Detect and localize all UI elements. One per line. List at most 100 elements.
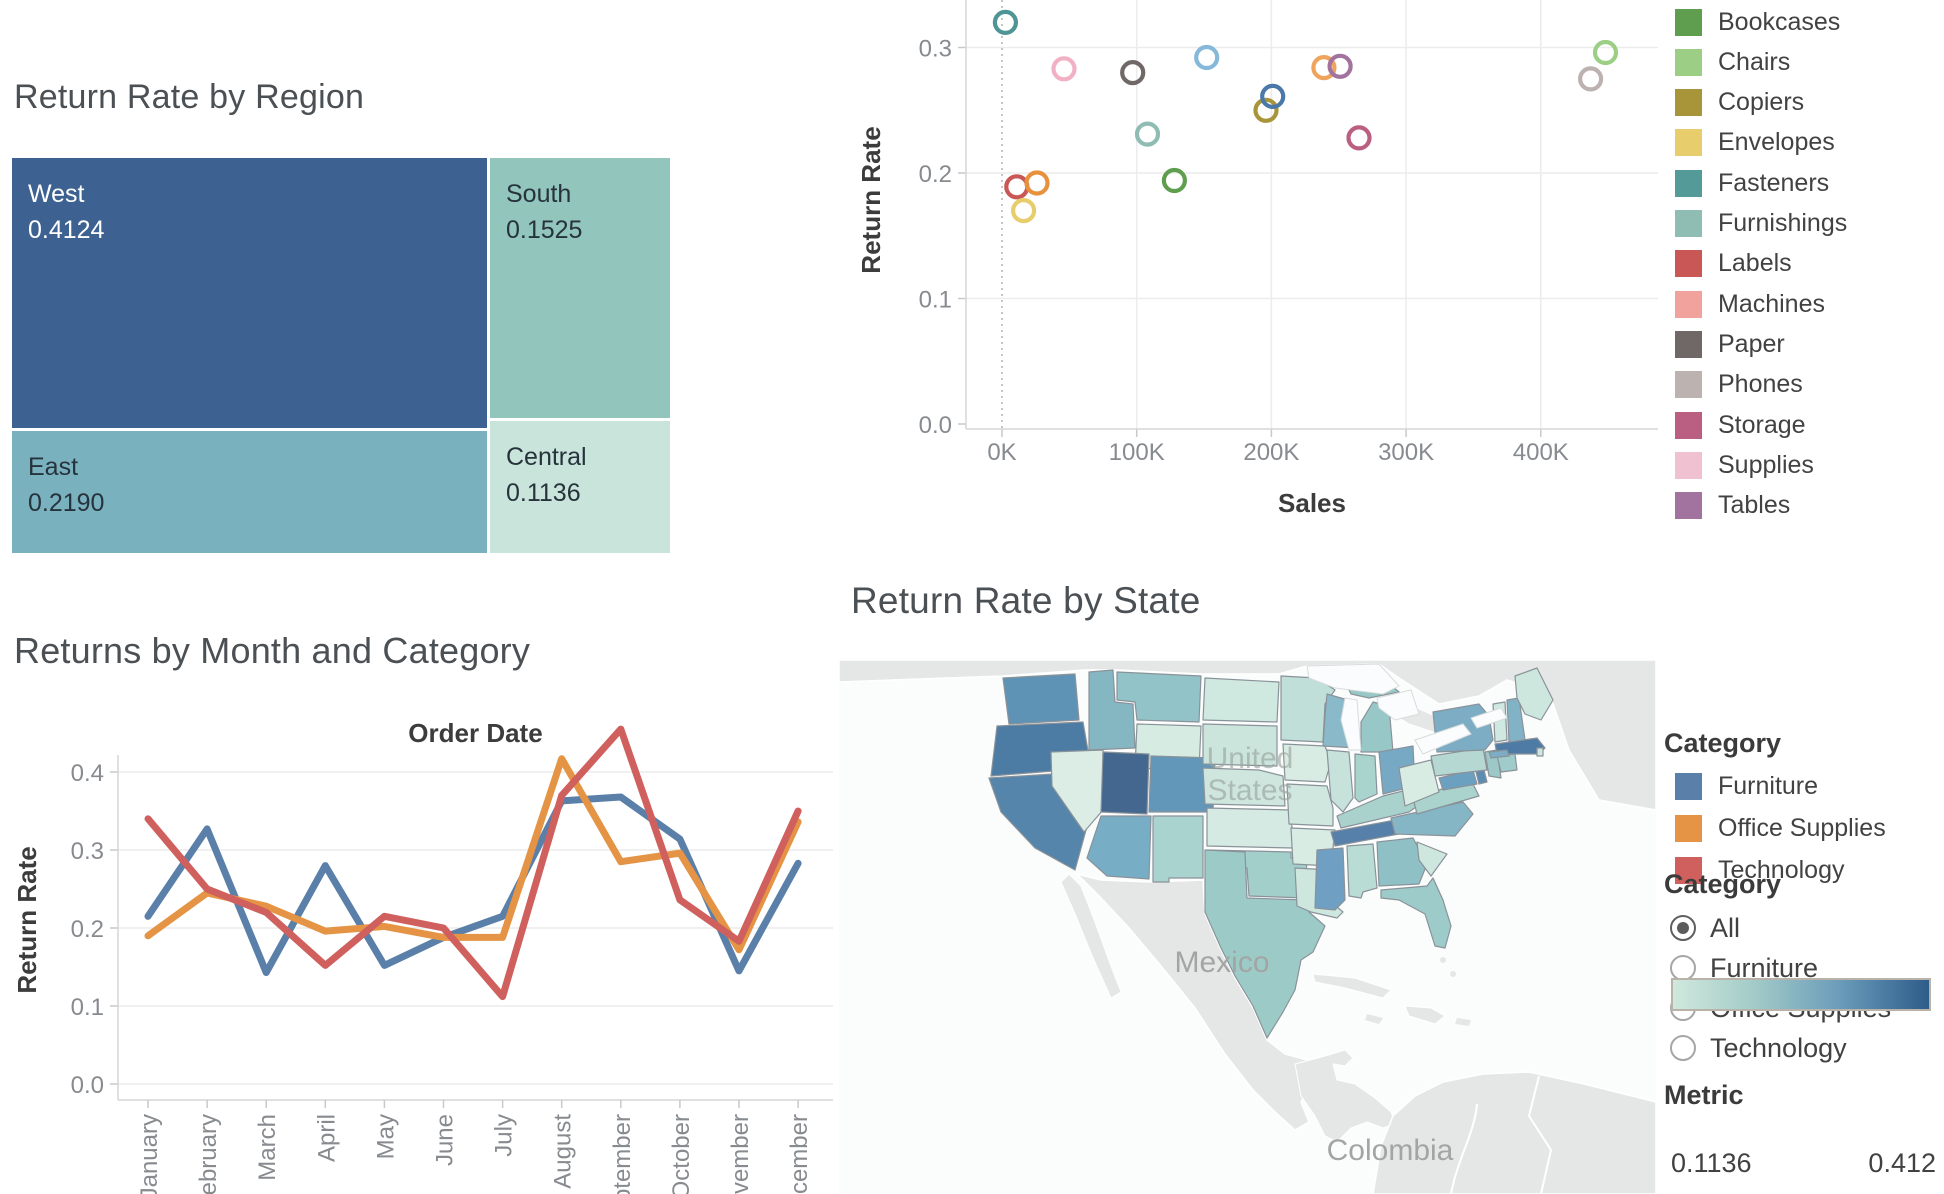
- state-ga[interactable]: [1376, 837, 1428, 887]
- scatter-point-chairs[interactable]: [1592, 39, 1619, 66]
- treemap-region-value: 0.4124: [28, 216, 105, 244]
- treemap-title: Return Rate by Region: [14, 78, 365, 116]
- lake-michigan: [1340, 697, 1362, 751]
- state-mt[interactable]: [1116, 671, 1202, 723]
- line-series-furniture[interactable]: [144, 793, 802, 976]
- legend-item-fasteners[interactable]: Fasteners: [1675, 163, 1829, 203]
- state-sd[interactable]: [1202, 723, 1278, 767]
- legend-item-chairs[interactable]: Chairs: [1675, 42, 1790, 82]
- state-ia[interactable]: [1282, 743, 1332, 783]
- canada-landmass: [839, 660, 1656, 811]
- legend-item-technology[interactable]: Technology: [1675, 850, 1844, 890]
- color-swatch-phones: [1675, 371, 1702, 399]
- state-id[interactable]: [1088, 669, 1136, 751]
- legend-item-label: Fasteners: [1718, 168, 1830, 197]
- treemap-region-value: 0.1525: [506, 216, 583, 244]
- category-legend-header: Category: [1664, 728, 1782, 758]
- state-ny[interactable]: [1488, 749, 1510, 759]
- color-swatch-paper: [1675, 330, 1702, 358]
- treemap-region-south[interactable]: South 0.1525: [490, 158, 670, 418]
- legend-item-tables[interactable]: Tables: [1675, 486, 1790, 526]
- state-wv[interactable]: [1398, 759, 1440, 807]
- state-il[interactable]: [1326, 749, 1354, 813]
- scatter-point-binders[interactable]: [1194, 44, 1220, 71]
- map-label-united-states: States: [1207, 774, 1292, 807]
- legend-item-labels[interactable]: Labels: [1675, 244, 1792, 284]
- legend-item-phones[interactable]: Phones: [1675, 365, 1803, 405]
- line-xtick-label-january: January: [136, 1114, 163, 1194]
- treemap-region-central[interactable]: Central 0.1136: [490, 421, 670, 553]
- line-series-technology[interactable]: [144, 725, 802, 1001]
- legend-item-paper[interactable]: Paper: [1675, 324, 1785, 364]
- legend-item-machines[interactable]: Machines: [1675, 284, 1825, 324]
- radio-button-furniture[interactable]: [1670, 955, 1696, 981]
- scatter-xtick-label: 200K: [1243, 439, 1299, 466]
- scatter-point-phones[interactable]: [1577, 66, 1604, 92]
- lake-huron: [1376, 689, 1420, 721]
- legend-item-label: Bookcases: [1718, 7, 1841, 36]
- line-xtick-label-june: June: [432, 1114, 459, 1166]
- scatter-point-bookcases[interactable]: [1161, 167, 1188, 194]
- state-az[interactable]: [1086, 815, 1152, 880]
- line-xtick-label-july: July: [491, 1114, 518, 1157]
- state-tx[interactable]: [1204, 849, 1326, 1039]
- metric-min-label: 0.1136: [1671, 1148, 1752, 1178]
- legend-item-envelopes[interactable]: Envelopes: [1675, 123, 1835, 163]
- radio-button-technology[interactable]: [1670, 1035, 1696, 1061]
- radio-option-all[interactable]: All: [1670, 908, 1740, 948]
- legend-item-office-supplies[interactable]: Office Supplies: [1675, 808, 1886, 848]
- scatter-point-fasteners[interactable]: [992, 9, 1019, 35]
- scatter-point-paper[interactable]: [1120, 59, 1146, 86]
- scatter-point-furnishings[interactable]: [1134, 121, 1161, 147]
- state-ks[interactable]: [1206, 807, 1294, 849]
- bahamas-island: [1450, 971, 1456, 977]
- state-fl[interactable]: [1380, 877, 1452, 949]
- line-ytick-label: 0.0: [71, 1072, 104, 1099]
- treemap-region-label: West: [28, 180, 85, 208]
- scatter-point-supplies[interactable]: [1051, 56, 1077, 82]
- state-ri[interactable]: [1536, 747, 1544, 757]
- legend-item-label: Machines: [1718, 289, 1825, 318]
- state-al[interactable]: [1346, 843, 1378, 899]
- state-mo[interactable]: [1286, 783, 1334, 827]
- legend-item-label: Phones: [1718, 370, 1803, 399]
- scatter-xtick-label: 100K: [1109, 439, 1165, 466]
- scatter-point-labels[interactable]: [1004, 174, 1030, 200]
- state-nm[interactable]: [1152, 815, 1204, 883]
- state-nd[interactable]: [1202, 677, 1280, 723]
- scatter-point-storage[interactable]: [1346, 125, 1372, 151]
- scatter-point-tables[interactable]: [1327, 53, 1353, 79]
- legend-item-bookcases[interactable]: Bookcases: [1675, 2, 1840, 42]
- radio-option-technology[interactable]: Technology: [1670, 1028, 1847, 1068]
- scatter-point-art[interactable]: [1024, 170, 1050, 196]
- scatter-point-envelopes[interactable]: [1010, 198, 1037, 224]
- legend-item-label: Supplies: [1718, 450, 1814, 479]
- state-sc[interactable]: [1416, 841, 1448, 877]
- legend-item-furnishings[interactable]: Furnishings: [1675, 204, 1847, 244]
- bahamas-island: [1440, 957, 1446, 963]
- scatter-point-appliances[interactable]: [1311, 54, 1337, 81]
- scatter-ytick-label: 0.2: [919, 161, 952, 188]
- state-in[interactable]: [1354, 753, 1378, 803]
- line-series-office-supplies[interactable]: [144, 755, 802, 954]
- radio-option-furniture[interactable]: Furniture: [1670, 948, 1818, 988]
- state-ne[interactable]: [1202, 767, 1286, 807]
- legend-item-supplies[interactable]: Supplies: [1675, 445, 1814, 485]
- radio-button-all[interactable]: [1670, 915, 1696, 941]
- treemap-region-west[interactable]: West 0.4124: [12, 158, 487, 428]
- state-me[interactable]: [1514, 667, 1554, 721]
- scatter-point-copiers[interactable]: [1253, 97, 1279, 123]
- state-ut[interactable]: [1100, 751, 1150, 815]
- lake-ontario: [1470, 707, 1508, 729]
- scatter-point-accessories[interactable]: [1260, 83, 1286, 110]
- metric-gradient-bar[interactable]: [1671, 978, 1931, 1011]
- legend-item-copiers[interactable]: Copiers: [1675, 83, 1804, 123]
- treemap-region-label: South: [506, 180, 572, 208]
- legend-item-storage[interactable]: Storage: [1675, 405, 1806, 445]
- state-wa[interactable]: [1002, 673, 1080, 725]
- state-ms[interactable]: [1314, 847, 1346, 911]
- map-title: Return Rate by State: [851, 580, 1201, 621]
- hispaniola-island: [1404, 1005, 1446, 1025]
- legend-item-furniture[interactable]: Furniture: [1675, 766, 1818, 806]
- treemap-region-east[interactable]: East 0.2190: [12, 431, 487, 553]
